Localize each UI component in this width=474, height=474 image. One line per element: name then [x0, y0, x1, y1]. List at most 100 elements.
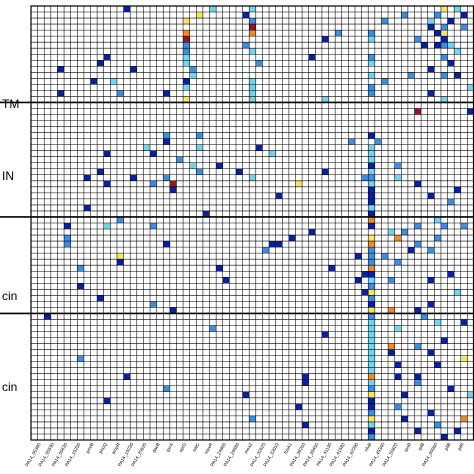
heatmap-cell [249, 96, 256, 103]
column-label: phoQ [98, 442, 108, 455]
column-label: gyrA [165, 441, 175, 452]
heatmap-cell [163, 241, 170, 248]
heatmap-cell [269, 150, 276, 157]
heatmap-cell [150, 223, 157, 230]
heatmap-cell [454, 48, 461, 55]
heatmap-cell [368, 361, 375, 368]
cells-layer [44, 6, 474, 440]
heatmap-cell [454, 6, 461, 13]
heatmap-cell [368, 415, 375, 422]
heatmap-cell [275, 241, 283, 248]
heatmap-cell [368, 210, 375, 217]
heatmap-cell [255, 60, 263, 67]
heatmap-cell [368, 216, 375, 223]
grid-layer [30, 5, 474, 441]
heatmap-cell [83, 204, 91, 211]
column-label: pilR [457, 441, 466, 451]
heatmap-cell [335, 30, 342, 37]
heatmap-cell [116, 259, 124, 266]
heatmap-cell [77, 283, 84, 290]
heatmap-cell [394, 174, 402, 181]
heatmap-cell [427, 66, 435, 73]
heatmap-cell [249, 18, 256, 25]
heatmap-cell [354, 277, 362, 284]
heatmap-cell [368, 204, 375, 211]
heatmap-cell [434, 42, 441, 49]
heatmap-cell [454, 186, 461, 193]
heatmap-cell [440, 54, 448, 61]
heatmap-cell [434, 361, 441, 368]
heatmap-cell [183, 36, 190, 43]
heatmap-cell [368, 54, 375, 61]
heatmap-cell [123, 373, 131, 380]
heatmap-cell [434, 319, 441, 326]
heatmap-cell [368, 168, 375, 175]
heatmap-cell [388, 277, 395, 284]
heatmap-cell [368, 331, 375, 338]
heatmap-cell [110, 78, 117, 85]
heatmap-cell [401, 229, 408, 236]
heatmap-cell [414, 427, 422, 434]
heatmap-cell [196, 132, 203, 139]
heatmap-cell [44, 313, 51, 320]
heatmap-cell [374, 138, 382, 145]
heatmap-cell [394, 361, 402, 368]
heatmap-cell [249, 6, 256, 13]
heatmap-cell [440, 223, 448, 230]
heatmap-cell [368, 349, 375, 356]
heatmap-cell [447, 42, 455, 49]
heatmap-cell [368, 277, 375, 284]
heatmap-cell [407, 247, 415, 254]
heatmap-cell [368, 319, 375, 326]
heatmap-cell [440, 96, 448, 103]
heatmap-cell [57, 66, 65, 73]
heatmap-cell [368, 144, 375, 151]
heatmap-cell [361, 289, 369, 296]
heatmap-cell [183, 78, 190, 85]
heatmap-cell [103, 397, 111, 404]
column-label: fusA1 [283, 442, 293, 455]
heatmap-cell [368, 84, 375, 91]
heatmap-cell [295, 403, 303, 410]
heatmap-cell [401, 415, 408, 422]
column-label: rplB [417, 442, 425, 452]
heatmap-cell [183, 42, 190, 49]
heatmap-cell [454, 72, 461, 79]
row-labels: TM IN cin cin [2, 97, 19, 394]
heatmap-cell [467, 391, 474, 398]
heatmap-cell [189, 66, 197, 73]
heatmap-cell [368, 223, 375, 230]
heatmap-cell [381, 78, 389, 85]
heatmap-cell [103, 54, 111, 61]
heatmap-cell [249, 78, 256, 85]
heatmap-cell [434, 12, 441, 19]
heatmap-cell [262, 247, 270, 254]
heatmap-cell [130, 174, 137, 181]
heatmap-cell [249, 415, 256, 422]
heatmap-cell [434, 235, 441, 242]
column-label: ampR [111, 441, 122, 455]
heatmap-cell [368, 355, 375, 362]
heatmap-cell [460, 223, 468, 230]
heatmap-cell [302, 421, 309, 428]
heatmap-cell [460, 415, 468, 422]
heatmap-cell [381, 18, 389, 25]
heatmap-cell [163, 138, 170, 145]
heatmap-cell [209, 6, 217, 13]
heatmap-cell [460, 24, 468, 31]
heatmap-cell [196, 144, 203, 151]
heatmap-cell [249, 48, 256, 55]
column-label: pmrB [85, 442, 95, 454]
heatmap-cell [169, 186, 177, 193]
heatmap-cell [388, 349, 395, 356]
heatmap-cell [368, 72, 375, 79]
heatmap-cell [163, 385, 170, 392]
heatmap-cell [302, 379, 309, 386]
heatmap-cell [388, 343, 395, 350]
heatmap-cell [368, 162, 375, 169]
heatmap-cell [440, 433, 448, 440]
heatmap-cell [394, 235, 402, 242]
heatmap-cell [368, 174, 375, 181]
heatmap-cell [427, 301, 435, 308]
heatmap-cell [427, 247, 435, 254]
